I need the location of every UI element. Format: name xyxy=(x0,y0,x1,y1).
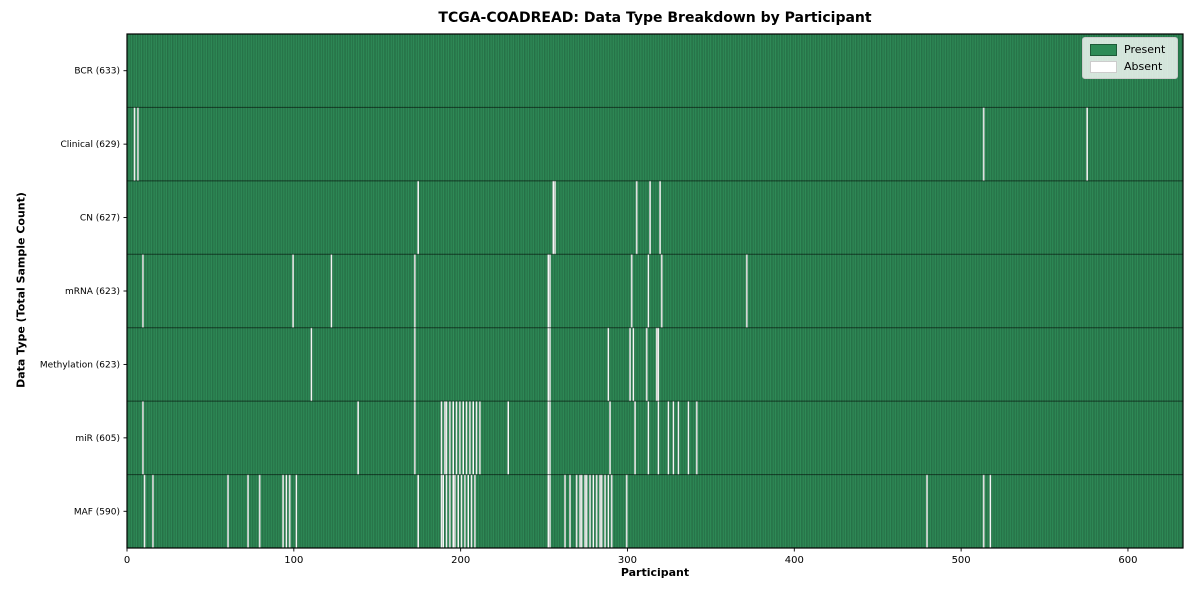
legend: Present Absent xyxy=(1082,37,1178,79)
legend-label-present: Present xyxy=(1124,43,1166,56)
x-tick-label: 400 xyxy=(785,555,804,566)
x-tick-label: 100 xyxy=(284,555,303,566)
x-tick-label: 200 xyxy=(451,555,470,566)
legend-swatch-present-icon xyxy=(1090,43,1117,56)
y-tick-label: mRNA (623) xyxy=(65,287,120,297)
legend-label-absent: Absent xyxy=(1124,60,1163,73)
legend-swatch-absent-icon xyxy=(1090,60,1117,73)
y-tick-label: MAF (590) xyxy=(74,507,120,517)
y-tick-label: Clinical (629) xyxy=(60,140,120,150)
y-tick-label: miR (605) xyxy=(75,434,120,444)
x-tick-label: 600 xyxy=(1118,555,1137,566)
legend-entry-absent: Absent xyxy=(1090,60,1170,73)
y-tick-label: BCR (633) xyxy=(74,67,120,77)
x-tick-label: 0 xyxy=(124,555,130,566)
x-axis-label: Participant xyxy=(620,566,690,579)
y-tick-label: Methylation (623) xyxy=(40,360,120,370)
y-axis-label: Data Type (Total Sample Count) xyxy=(14,192,28,388)
x-tick-label: 500 xyxy=(952,555,971,566)
legend-entry-present: Present xyxy=(1090,43,1170,56)
x-tick-label: 300 xyxy=(618,555,637,566)
chart-title: TCGA-COADREAD: Data Type Breakdown by Pa… xyxy=(438,10,872,26)
bar-edges-texture xyxy=(127,34,1183,548)
y-tick-label: CN (627) xyxy=(80,214,120,224)
